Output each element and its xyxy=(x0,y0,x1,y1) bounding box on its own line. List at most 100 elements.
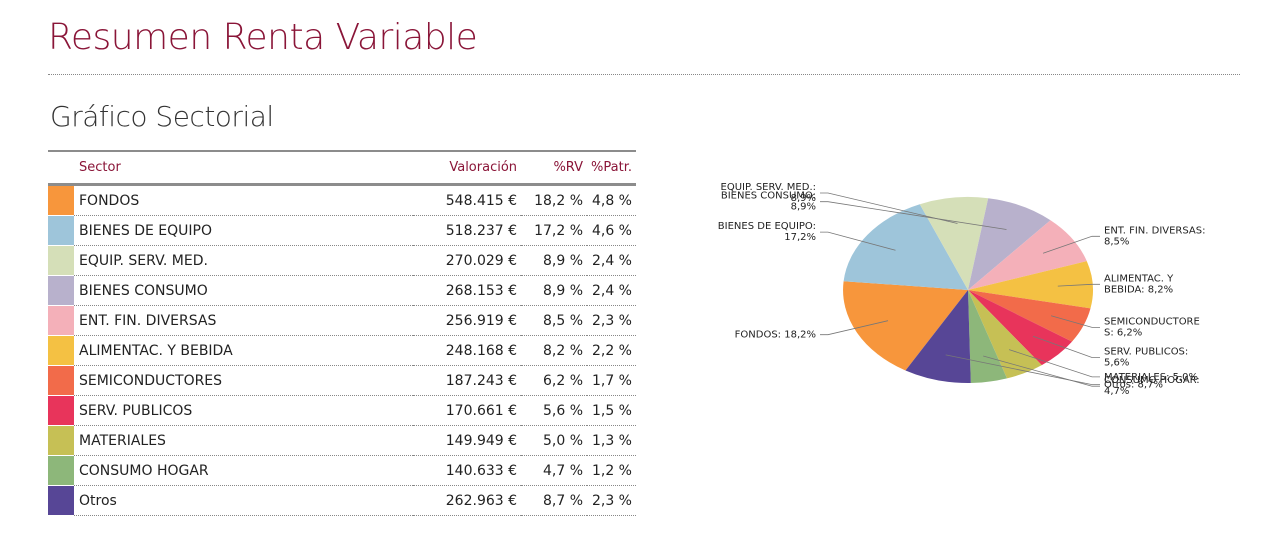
pie-label-line: 4,7% xyxy=(1104,386,1129,397)
rv-value: 8,2 % xyxy=(521,335,588,366)
header-patr: %Patr. xyxy=(587,150,636,186)
sector-name: CONSUMO HOGAR xyxy=(74,455,414,486)
sector-pie-chart: FONDOS: 18,2% BIENES DE EQUIPO: 17,2% EQUIP… xyxy=(718,182,1206,397)
pie-label: Otros: 8,7% xyxy=(1104,380,1163,391)
leader-line xyxy=(1032,335,1100,358)
pie-label-line: 5,6% xyxy=(1104,358,1129,369)
sector-color-swatch xyxy=(48,365,74,396)
pie-label-line: 17,2% xyxy=(784,232,816,243)
leader-line xyxy=(983,355,1100,387)
table-row: ENT. FIN. DIVERSAS 256.919 €8,5 % 2,3 % xyxy=(48,305,636,336)
rv-value: 5,0 % xyxy=(521,425,588,456)
pie-label: SEMICONDUCTORE S: 6,2% xyxy=(1104,316,1200,338)
sector-name: EQUIP. SERV. MED. xyxy=(74,245,414,276)
sector-name: ALIMENTAC. Y BEBIDA xyxy=(74,335,414,366)
pie-slice-serv-publicos xyxy=(968,290,1072,366)
pie-label: BIENES DE EQUIPO: 17,2% xyxy=(718,221,816,243)
valoracion-value: 270.029 € xyxy=(413,245,522,276)
table-row: SERV. PUBLICOS 170.661 €5,6 % 1,5 % xyxy=(48,395,636,426)
header-sector: Sector xyxy=(48,150,414,186)
valoracion-value: 518.237 € xyxy=(413,215,522,246)
sector-color-swatch xyxy=(48,455,74,486)
rv-value: 17,2 % xyxy=(521,215,588,246)
sector-name: Otros xyxy=(74,485,414,516)
leader-line xyxy=(1050,315,1100,328)
sector-color-swatch xyxy=(48,305,74,336)
patr-value: 2,4 % xyxy=(587,245,636,276)
valoracion-value: 149.949 € xyxy=(413,425,522,456)
valoracion-value: 170.661 € xyxy=(413,395,522,426)
leader-line xyxy=(820,231,896,251)
patr-value: 1,3 % xyxy=(587,425,636,456)
sector-color-swatch xyxy=(48,275,74,306)
pie-label-line: EQUIP. SERV. MED.: xyxy=(721,182,816,193)
pie-label-line: ENT. FIN. DIVERSAS: xyxy=(1104,225,1205,236)
leader-line xyxy=(1042,235,1100,254)
pie-label: ENT. FIN. DIVERSAS: 8,5% xyxy=(1104,225,1205,247)
sector-name: MATERIALES xyxy=(74,425,414,456)
pie-label-line: CONSUMO HOGAR: xyxy=(1104,375,1200,386)
rv-value: 18,2 % xyxy=(521,184,588,216)
title-divider xyxy=(48,74,1240,75)
table-row: FONDOS 548.415 €18,2 % 4,8 % xyxy=(48,184,636,216)
pie-label-line: BEBIDA: 8,2% xyxy=(1104,284,1173,295)
patr-value: 2,3 % xyxy=(587,305,636,336)
section-subtitle: Gráfico Sectorial xyxy=(50,100,274,133)
leader-line xyxy=(820,192,958,224)
leader-line xyxy=(945,354,1100,386)
pie-label-line: BIENES DE EQUIPO: xyxy=(718,221,816,232)
pie-label-line: FONDOS: 18,2% xyxy=(735,330,816,341)
sector-color-swatch xyxy=(48,215,74,246)
valoracion-value: 262.963 € xyxy=(413,485,522,516)
table-row: SEMICONDUCTORES 187.243 €6,2 % 1,7 % xyxy=(48,365,636,396)
pie-labels: FONDOS: 18,2% BIENES DE EQUIPO: 17,2% EQUIP… xyxy=(718,182,1206,397)
rv-value: 6,2 % xyxy=(521,365,588,396)
pie-slice-bienes-de-equipo xyxy=(843,204,968,290)
leader-line xyxy=(820,201,1007,230)
patr-value: 2,4 % xyxy=(587,275,636,306)
pie-slice-otros xyxy=(905,290,971,384)
pie-label-line: SERV. PUBLICOS: xyxy=(1104,347,1188,358)
pie-slice-alimentac-y-bebida xyxy=(968,261,1093,309)
rv-value: 8,7 % xyxy=(521,485,588,516)
table-row: CONSUMO HOGAR 140.633 €4,7 % 1,2 % xyxy=(48,455,636,486)
sector-name: FONDOS xyxy=(74,184,414,216)
pie-label: SERV. PUBLICOS: 5,6% xyxy=(1104,347,1188,369)
header-valoracion: Valoración xyxy=(413,150,522,186)
sector-name: SEMICONDUCTORES xyxy=(74,365,414,396)
valoracion-value: 187.243 € xyxy=(413,365,522,396)
table-row: BIENES DE EQUIPO 518.237 €17,2 % 4,6 % xyxy=(48,215,636,246)
sector-color-swatch xyxy=(48,425,74,456)
pie-label: CONSUMO HOGAR: 4,7% xyxy=(1104,375,1200,397)
table-row: MATERIALES 149.949 €5,0 % 1,3 % xyxy=(48,425,636,456)
sector-color-swatch xyxy=(48,335,74,366)
rv-value: 8,9 % xyxy=(521,275,588,306)
sector-name: ENT. FIN. DIVERSAS xyxy=(74,305,414,336)
pie-label-line: ALIMENTAC. Y xyxy=(1104,273,1174,284)
patr-value: 1,2 % xyxy=(587,455,636,486)
pie-label: ALIMENTAC. Y BEBIDA: 8,2% xyxy=(1104,273,1174,295)
sector-color-swatch xyxy=(48,245,74,276)
table-row: BIENES CONSUMO 268.153 €8,9 % 2,4 % xyxy=(48,275,636,306)
pie-label-line: S: 6,2% xyxy=(1104,327,1142,338)
sector-table: Sector Valoración %RV %Patr. FONDOS 548.4… xyxy=(48,150,636,516)
table-body: FONDOS 548.415 €18,2 % 4,8 % BIENES DE EQUI… xyxy=(48,184,636,516)
pie-label-line: 8,9% xyxy=(791,193,816,204)
pie-slices xyxy=(843,196,1093,384)
pie-slice-fondos xyxy=(843,281,968,371)
leader-line xyxy=(1008,349,1100,378)
sector-color-swatch xyxy=(48,395,74,426)
sector-name: SERV. PUBLICOS xyxy=(74,395,414,426)
pie-slice-ent-fin-diversas xyxy=(968,220,1087,290)
table-row: Otros 262.963 €8,7 % 2,3 % xyxy=(48,485,636,516)
pie-slice-semiconductores xyxy=(968,290,1091,342)
rv-value: 8,5 % xyxy=(521,305,588,336)
patr-value: 1,7 % xyxy=(587,365,636,396)
pie-label-line: 8,5% xyxy=(1104,236,1129,247)
valoracion-value: 248.168 € xyxy=(413,335,522,366)
pie-label-line: SEMICONDUCTORE xyxy=(1104,316,1200,327)
sector-color-swatch xyxy=(48,485,74,516)
patr-value: 1,5 % xyxy=(587,395,636,426)
valoracion-value: 256.919 € xyxy=(413,305,522,336)
pie-slice-materiales xyxy=(968,290,1042,379)
